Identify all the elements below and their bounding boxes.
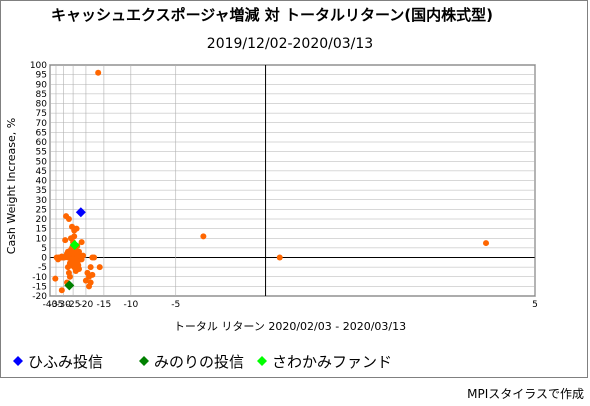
y-tick-label: 75	[36, 109, 47, 119]
y-tick-label: 95	[36, 71, 47, 81]
y-tick-label: -20	[32, 292, 47, 302]
y-tick-label: -5	[38, 263, 47, 273]
y-axis-label: Cash Weight Increase, %	[5, 118, 18, 254]
y-tick-label: 35	[36, 186, 47, 196]
y-tick-label: 80	[36, 100, 48, 110]
x-tick-label: 5	[532, 300, 538, 310]
y-tick-label: 25	[36, 205, 47, 215]
data-point	[89, 254, 96, 261]
data-point	[64, 248, 71, 255]
legend-marker	[13, 356, 23, 366]
x-tick-label: -30	[56, 300, 71, 310]
x-tick-label: -25	[66, 300, 81, 310]
data-point	[200, 233, 207, 240]
legend-label: さわかみファンド	[272, 353, 392, 371]
y-tick-label: 50	[36, 157, 48, 167]
grid	[49, 64, 536, 297]
x-tick-label: -5	[171, 300, 180, 310]
legend-label: ひふみ投信	[28, 353, 103, 371]
y-tick-label: 15	[36, 225, 47, 235]
y-tick-label: 45	[36, 167, 47, 177]
data-point	[69, 223, 76, 230]
chart-title: キャッシュエクスポージャ増減 対 トータルリターン(国内株式型)	[51, 6, 493, 24]
data-point	[75, 262, 82, 269]
legend-marker	[139, 356, 149, 366]
data-point-highlight	[64, 280, 75, 291]
y-tick-label: 90	[36, 80, 48, 90]
data-point	[82, 277, 89, 284]
y-tick-label: 40	[36, 177, 48, 187]
y-tick-label: 70	[36, 119, 48, 129]
data-point	[73, 225, 80, 232]
y-tick-label: 20	[36, 215, 48, 225]
data-point	[64, 264, 71, 271]
legend-marker	[257, 356, 267, 366]
x-tick-label: -35	[49, 300, 64, 310]
data-point	[72, 267, 79, 274]
data-point	[58, 287, 65, 294]
legend: ひふみ投信 みのりの投信 さわかみファンド	[13, 353, 392, 371]
data-point	[76, 248, 83, 255]
x-tick-label: -15	[97, 300, 112, 310]
y-tick-label: 60	[36, 138, 48, 148]
x-tick-label: -40	[43, 300, 58, 310]
y-tick-label: -15	[32, 282, 47, 292]
y-tick-label: 5	[41, 244, 47, 254]
data-point	[62, 237, 69, 244]
data-point-highlight	[75, 207, 86, 218]
y-tick-label: 85	[36, 90, 47, 100]
data-point	[95, 69, 102, 76]
data-point	[78, 239, 85, 246]
y-tick-label: -10	[32, 273, 47, 283]
x-axis-label: トータル リターン 2020/02/03 - 2020/03/13	[174, 320, 406, 333]
data-points	[52, 69, 490, 294]
x-tick-label: -10	[123, 300, 138, 310]
y-tick-labels: -20-15-10-505101520253035404550556065707…	[30, 61, 47, 302]
data-point	[89, 271, 96, 278]
y-tick-label: 100	[30, 61, 47, 71]
data-point	[96, 264, 103, 271]
legend-label: みのりの投信	[154, 353, 244, 371]
chart-subtitle: 2019/12/02-2020/03/13	[207, 36, 373, 52]
data-point	[87, 264, 94, 271]
data-point	[65, 216, 72, 222]
y-tick-label: 30	[36, 196, 48, 206]
data-point	[276, 254, 283, 261]
x-tick-label: -20	[79, 300, 94, 310]
y-tick-label: 65	[36, 128, 47, 138]
y-tick-label: 55	[36, 148, 47, 158]
data-point	[86, 283, 93, 290]
data-point	[80, 252, 87, 259]
y-tick-label: 0	[41, 254, 47, 264]
x-tick-labels: -40-35-30-25-20 -15 -10 -5 5	[43, 300, 538, 310]
data-point-highlight	[69, 239, 80, 250]
credit-text: MPIスタイラスで作成	[467, 387, 584, 401]
data-point	[66, 273, 73, 280]
y-tick-label: 10	[36, 234, 48, 244]
data-point	[483, 240, 490, 247]
data-point	[52, 275, 59, 282]
